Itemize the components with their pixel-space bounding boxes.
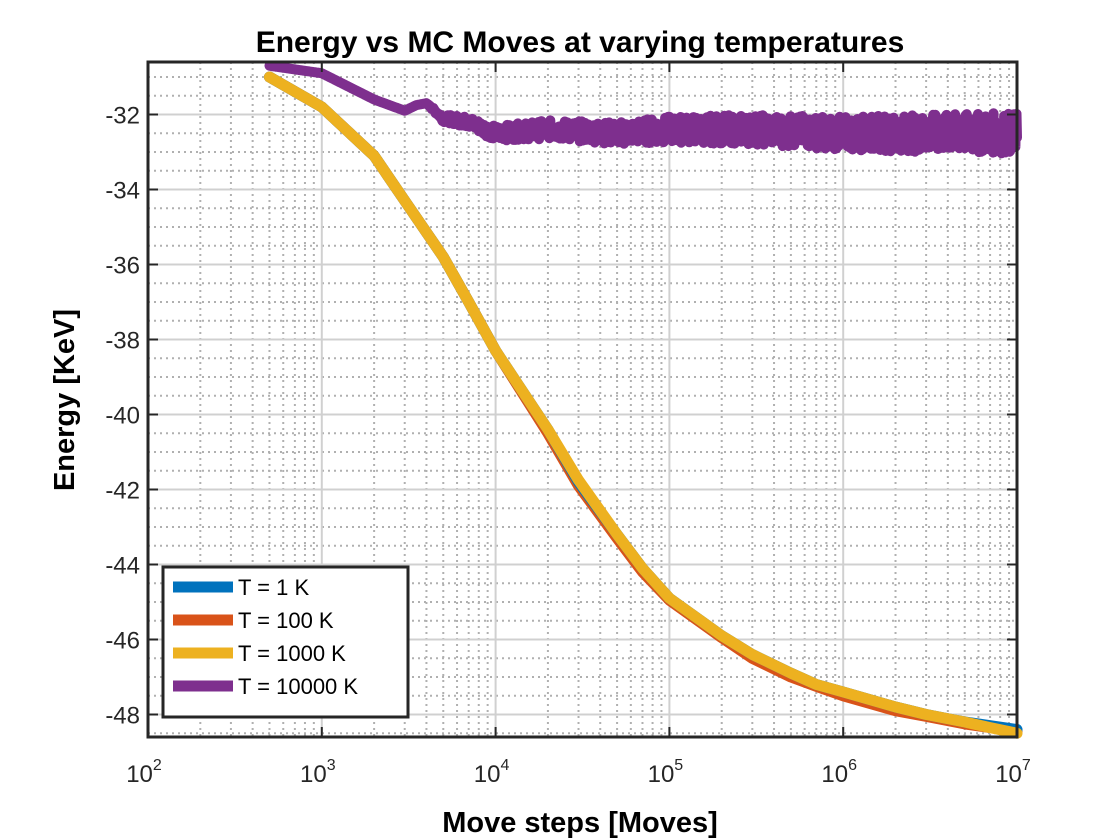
y-tick-label: -34 (105, 178, 140, 205)
x-tick-label: 107 (995, 757, 1031, 788)
x-tick-label: 105 (648, 757, 684, 788)
series-line (264, 60, 1022, 159)
plot-frame (146, 60, 1019, 739)
x-axis-label: Move steps [Moves] (442, 807, 718, 839)
legend-label: T = 1 K (238, 575, 309, 600)
y-tick-label: -44 (105, 553, 140, 580)
legend-label: T = 100 K (238, 608, 334, 633)
legend: T = 1 K T = 100 K T = 1000 K T = 10000 K (161, 565, 410, 719)
x-tick-label: 106 (821, 757, 857, 788)
legend-label: T = 1000 K (238, 641, 346, 666)
x-tick-label: 103 (300, 757, 336, 788)
x-tick-label: 104 (474, 757, 510, 788)
y-tick-label: -38 (105, 328, 140, 355)
legend-label: T = 10000 K (238, 674, 358, 699)
plot-lines (264, 60, 1023, 739)
x-tick-labels: 102 103 104 105 106 107 (126, 757, 1031, 788)
y-tick-label: -32 (105, 103, 140, 130)
y-tick-label: -36 (105, 253, 140, 280)
chart-title: Energy vs MC Moves at varying temperatur… (256, 26, 905, 59)
y-axis-label: Energy [KeV] (49, 309, 81, 491)
y-tick-labels: -48 -46 -44 -42 -40 -38 -36 -34 -32 (105, 103, 140, 730)
axis-ticks (147, 62, 1018, 737)
series-line (264, 71, 1023, 739)
x-tick-label: 102 (126, 757, 162, 788)
y-tick-label: -40 (105, 403, 140, 430)
y-tick-label: -42 (105, 478, 140, 505)
y-tick-label: -48 (105, 703, 140, 730)
y-tick-label: -46 (105, 628, 140, 655)
